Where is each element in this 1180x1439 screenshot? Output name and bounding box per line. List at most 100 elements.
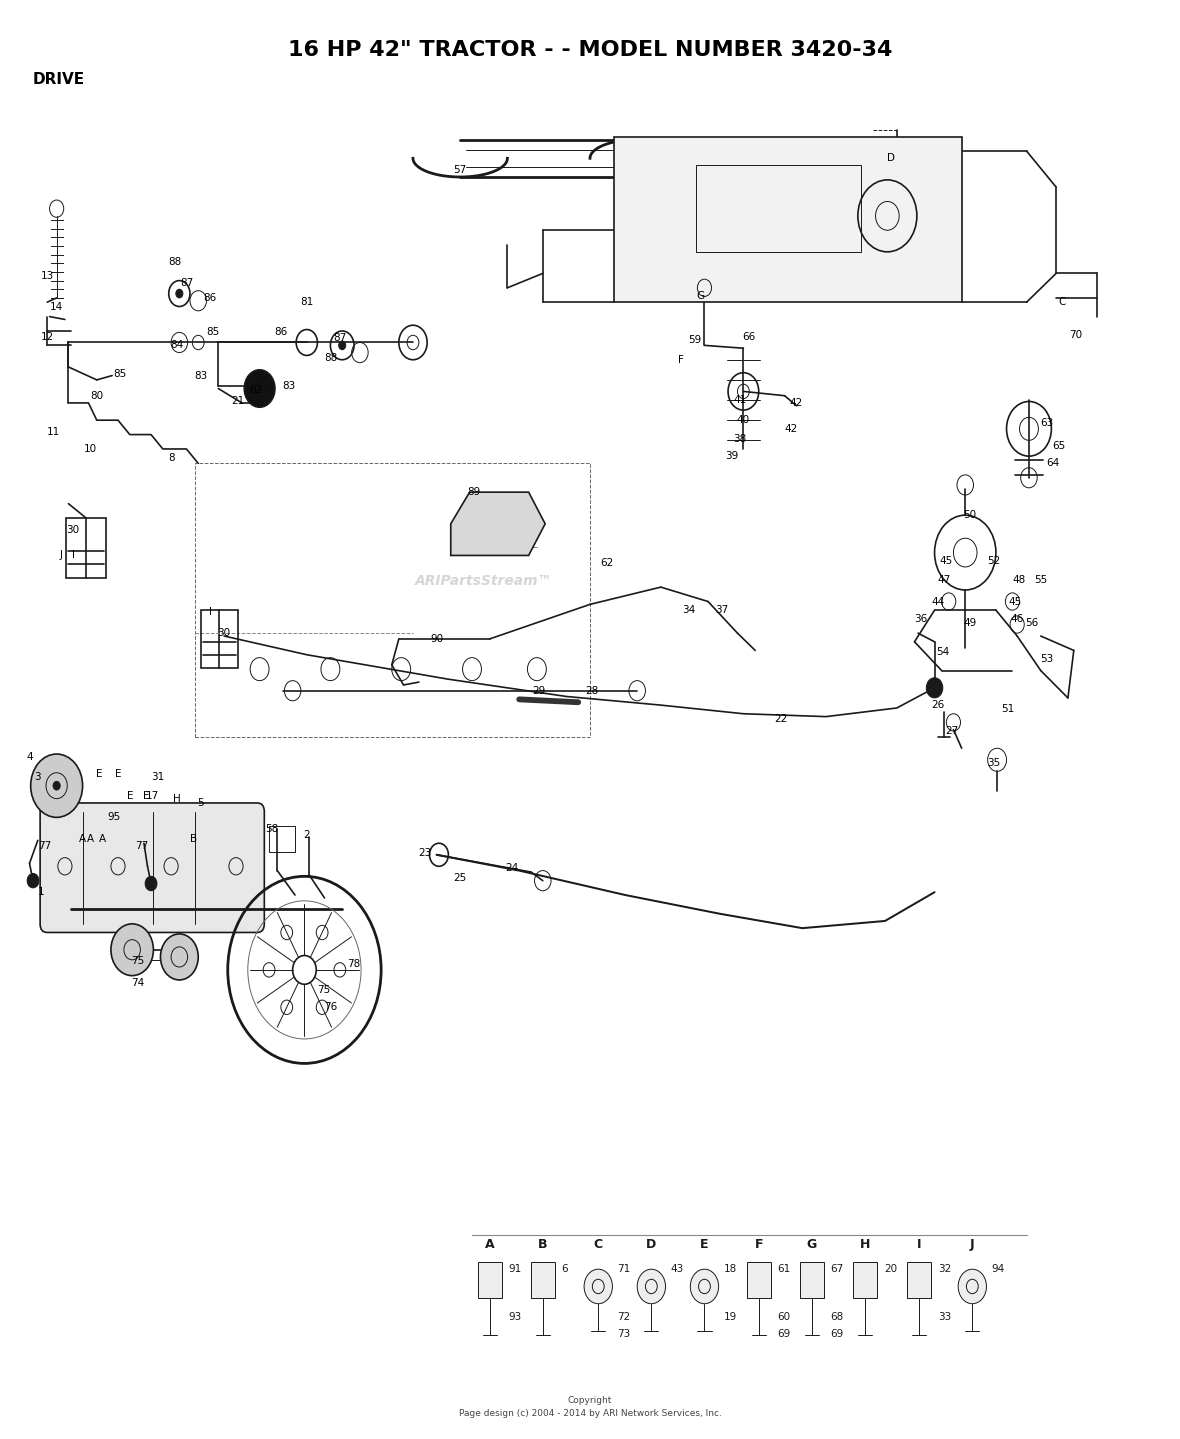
Text: 8: 8: [168, 453, 175, 462]
Text: 35: 35: [986, 758, 1001, 767]
Text: ARIPartsStream™: ARIPartsStream™: [415, 574, 552, 589]
Text: 77: 77: [135, 842, 149, 850]
Text: 29: 29: [532, 686, 546, 695]
Text: 59: 59: [688, 335, 702, 344]
Text: 25: 25: [453, 873, 467, 882]
Text: 26: 26: [931, 701, 945, 709]
Text: 63: 63: [1040, 419, 1054, 427]
Text: 21: 21: [231, 397, 245, 406]
Text: 87: 87: [179, 279, 194, 288]
Bar: [66, 518, 106, 578]
Text: I: I: [209, 607, 211, 616]
Bar: [269, 826, 295, 852]
Text: A: A: [99, 835, 106, 843]
Text: 45: 45: [939, 557, 953, 566]
Text: A: A: [87, 835, 94, 843]
Text: 24: 24: [505, 863, 519, 872]
Text: 83: 83: [194, 371, 208, 380]
Text: 80: 80: [90, 391, 104, 400]
Text: 48: 48: [1012, 576, 1027, 584]
Text: F: F: [678, 355, 683, 364]
Text: 23: 23: [418, 849, 432, 858]
Circle shape: [31, 754, 83, 817]
Text: Copyright
Page design (c) 2004 - 2014 by ARI Network Services, Inc.: Copyright Page design (c) 2004 - 2014 by…: [459, 1396, 721, 1419]
Text: 33: 33: [938, 1312, 951, 1321]
Text: 12: 12: [40, 332, 54, 341]
Circle shape: [339, 341, 346, 350]
Text: 55: 55: [1034, 576, 1048, 584]
Text: 66: 66: [742, 332, 756, 341]
Circle shape: [690, 1269, 719, 1304]
Text: 69: 69: [831, 1330, 844, 1338]
Text: 95: 95: [107, 813, 122, 822]
Text: A: A: [79, 835, 86, 843]
Circle shape: [145, 876, 157, 891]
Text: 68: 68: [831, 1312, 844, 1321]
Bar: [747, 1262, 771, 1298]
Text: 17: 17: [145, 791, 159, 800]
Bar: [853, 1262, 877, 1298]
Bar: [614, 137, 962, 302]
Text: 57: 57: [453, 165, 467, 174]
Text: 87: 87: [333, 334, 347, 342]
Text: 82: 82: [249, 386, 263, 394]
FancyBboxPatch shape: [40, 803, 264, 932]
Text: E: E: [126, 791, 133, 800]
Text: 89: 89: [467, 488, 481, 496]
Text: 94: 94: [991, 1265, 1004, 1274]
Text: 39: 39: [725, 452, 739, 460]
Bar: [800, 1262, 824, 1298]
Text: 61: 61: [778, 1265, 791, 1274]
Text: 88: 88: [168, 258, 182, 266]
Text: H: H: [860, 1238, 870, 1252]
Circle shape: [27, 873, 39, 888]
Text: E: E: [143, 791, 150, 800]
Text: 91: 91: [509, 1265, 522, 1274]
Text: 86: 86: [274, 328, 288, 337]
Text: C: C: [594, 1238, 603, 1252]
Text: 43: 43: [670, 1265, 683, 1274]
Text: G: G: [697, 292, 704, 301]
Text: 27: 27: [945, 727, 959, 735]
Text: 37: 37: [715, 606, 729, 614]
Text: 84: 84: [170, 341, 184, 350]
Polygon shape: [451, 492, 545, 555]
Text: 85: 85: [205, 328, 219, 337]
Text: 30: 30: [66, 525, 80, 534]
Text: 42: 42: [784, 425, 798, 433]
Text: 22: 22: [774, 715, 788, 724]
Circle shape: [111, 924, 153, 976]
Bar: [907, 1262, 931, 1298]
Text: 90: 90: [430, 635, 444, 643]
Text: 36: 36: [913, 614, 927, 623]
Text: 53: 53: [1040, 655, 1054, 663]
Bar: [531, 1262, 555, 1298]
Circle shape: [53, 781, 60, 790]
Text: 71: 71: [617, 1265, 630, 1274]
Text: 18: 18: [723, 1265, 736, 1274]
Circle shape: [160, 934, 198, 980]
Text: J: J: [60, 551, 63, 560]
Text: 13: 13: [40, 272, 54, 281]
Text: DRIVE: DRIVE: [33, 72, 85, 86]
Text: 47: 47: [937, 576, 951, 584]
Text: D: D: [887, 154, 894, 163]
Text: 85: 85: [113, 370, 127, 378]
Text: 44: 44: [931, 597, 945, 606]
Text: 50: 50: [963, 511, 977, 519]
Text: 78: 78: [347, 960, 361, 968]
Circle shape: [958, 1269, 986, 1304]
Text: A: A: [485, 1238, 494, 1252]
Text: 56: 56: [1024, 619, 1038, 627]
Text: 49: 49: [963, 619, 977, 627]
Text: G: G: [807, 1238, 817, 1252]
Text: 46: 46: [1010, 614, 1024, 623]
Text: I: I: [917, 1238, 922, 1252]
Text: 4: 4: [26, 753, 33, 761]
Circle shape: [926, 678, 943, 698]
Text: 30: 30: [217, 629, 231, 637]
Text: 83: 83: [282, 381, 296, 390]
Text: C: C: [1058, 298, 1066, 307]
Text: 51: 51: [1001, 705, 1015, 714]
Text: 58: 58: [264, 825, 278, 833]
